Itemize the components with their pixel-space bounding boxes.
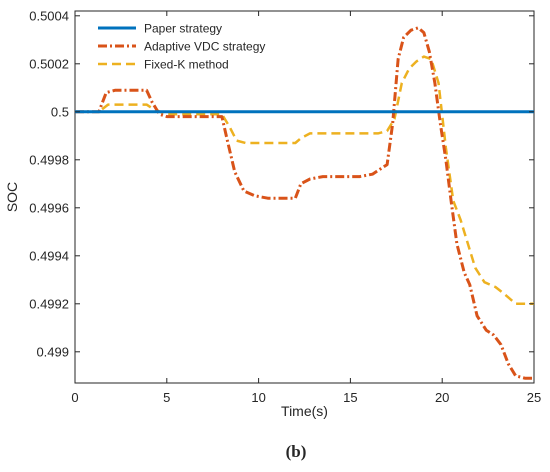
legend-label: Adaptive VDC strategy xyxy=(144,40,265,54)
legend: Paper strategy Adaptive VDC strategy Fixed… xyxy=(98,22,265,72)
legend-label: Fixed-K method xyxy=(144,58,229,72)
y-tick-label: 0.5 xyxy=(51,104,69,119)
y-tick-label: 0.499 xyxy=(36,344,69,359)
y-tick-label: 0.4992 xyxy=(29,296,69,311)
y-tick-label: 0.5004 xyxy=(29,8,69,23)
x-tick-label: 15 xyxy=(343,390,357,405)
x-axis-label: Time(s) xyxy=(281,403,328,419)
x-tick-label: 10 xyxy=(251,390,265,405)
x-tick-label: 5 xyxy=(163,390,170,405)
y-tick-label: 0.4994 xyxy=(29,248,69,263)
y-axis-label: SOC xyxy=(4,182,20,212)
x-tick-label: 20 xyxy=(435,390,449,405)
y-tick-label: 0.4996 xyxy=(29,200,69,215)
y-tick-label: 0.5002 xyxy=(29,56,69,71)
legend-label: Paper strategy xyxy=(144,22,222,36)
series-layer xyxy=(75,26,534,380)
figure-caption: (b) xyxy=(286,442,307,461)
x-tick-label: 25 xyxy=(527,390,541,405)
series-line-adaptive-vdc-strategy xyxy=(75,26,534,380)
y-tick-label: 0.4998 xyxy=(29,152,69,167)
plot-area-frame xyxy=(74,10,535,384)
x-tick-label: 0 xyxy=(71,390,78,405)
tick-layer: 0 5 10 15 20 25 0.499 0.4992 0.4994 0.4996 0.4998 0… xyxy=(29,8,541,405)
series-line-fixed-k-method xyxy=(75,55,534,306)
